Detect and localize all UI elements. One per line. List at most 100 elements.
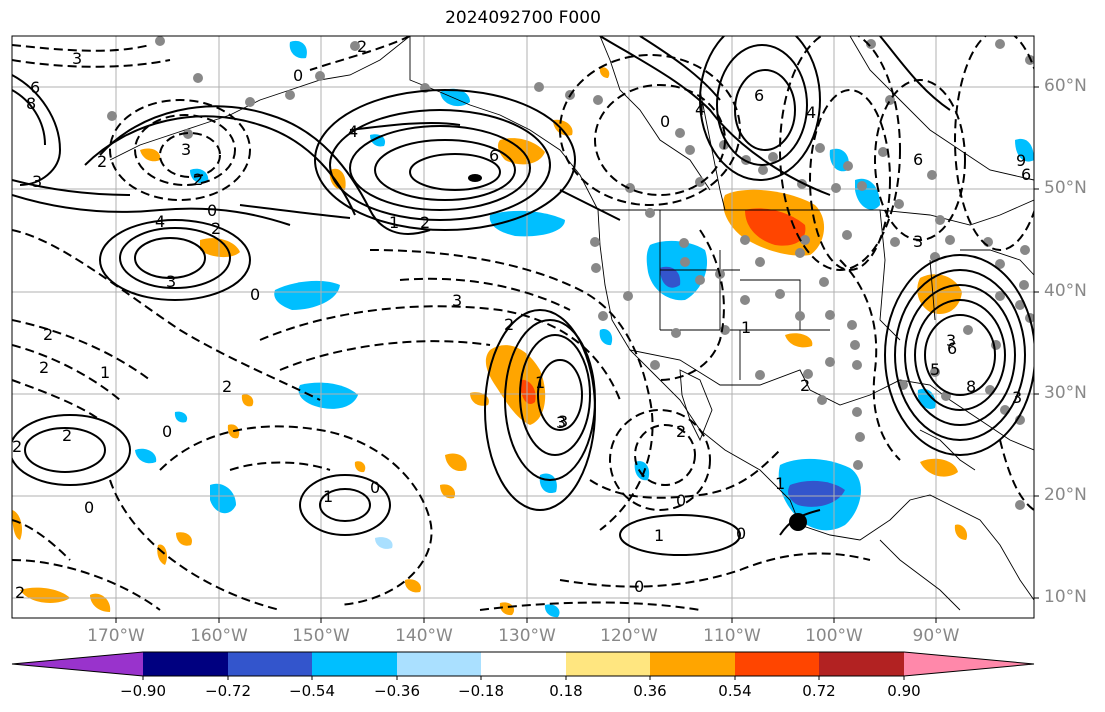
contour-label: 0 <box>660 112 670 131</box>
lat-label: 40°N <box>1044 281 1087 301</box>
contour-label: 3 <box>32 172 42 191</box>
contour-label: 1 <box>323 487 333 506</box>
lon-label: 160°W <box>190 626 248 646</box>
contour-label: 2 <box>97 152 107 171</box>
colorbar-tick-label: −0.54 <box>289 682 335 700</box>
colorbar-ticks <box>142 676 905 680</box>
colorbar-swatch <box>397 652 481 676</box>
shade-patch <box>785 333 813 348</box>
colorbar-tick-label: −0.36 <box>374 682 420 700</box>
contour-label: 1 <box>389 213 399 232</box>
shading-layer <box>12 40 1034 618</box>
colorbar-swatch <box>735 652 819 676</box>
shade-patch <box>90 593 111 612</box>
contour-label: 0 <box>207 201 217 220</box>
contour-label: 2 <box>676 422 686 441</box>
colorbar-tick-label: 0.72 <box>802 682 836 700</box>
colorbar-tick-label: 0.54 <box>718 682 752 700</box>
colorbar-swatch <box>650 652 735 676</box>
shade-patch <box>634 461 650 481</box>
shade-patch <box>599 329 613 346</box>
shade-patch <box>354 461 366 473</box>
lat-label: 50°N <box>1044 178 1087 198</box>
shade-patch <box>274 280 340 310</box>
shade-patch <box>289 40 307 59</box>
contour-label: 3 <box>558 412 568 431</box>
solid-contours <box>12 36 1034 556</box>
contour-label: 2 <box>15 583 25 602</box>
contour-label: 6 <box>1021 165 1031 184</box>
contour-label: 2 <box>43 325 53 344</box>
colorbar-tick-label: 0.18 <box>549 682 583 700</box>
shade-patch <box>329 168 346 191</box>
contour-label: 3 <box>166 272 176 291</box>
shade-patch <box>1015 138 1034 162</box>
shade-patch <box>176 532 192 546</box>
contour-label: 2 <box>193 170 203 189</box>
contour-label: 0 <box>736 524 746 543</box>
shade-patch <box>140 148 161 162</box>
contour-label: 5 <box>930 360 940 379</box>
lon-label: 140°W <box>395 626 453 646</box>
contour-label: 2 <box>39 358 49 377</box>
shade-patch <box>954 524 968 540</box>
contour-label: 4 <box>695 100 705 119</box>
shade-patch <box>539 473 557 494</box>
shade-patch <box>375 537 393 549</box>
shade-patch <box>20 587 70 603</box>
contour-label: 2 <box>504 315 514 334</box>
lon-label: 120°W <box>600 626 658 646</box>
contour-label: 2 <box>211 219 221 238</box>
shade-patch <box>599 67 610 78</box>
contour-label: 4 <box>806 103 816 122</box>
contour-label: 3 <box>556 413 566 432</box>
colorbar-tick-label: −0.72 <box>205 682 251 700</box>
contour-label: 0 <box>370 478 380 497</box>
contour-label: 1 <box>100 363 110 382</box>
shade-patch <box>445 453 467 472</box>
contour-label: 2 <box>800 376 810 395</box>
shade-patch <box>210 483 236 514</box>
contour-label: 2 <box>62 426 72 445</box>
grid-lines <box>12 36 1034 618</box>
colorbar-swatch <box>12 652 143 676</box>
contour-label: 4 <box>348 122 358 141</box>
lat-label: 60°N <box>1044 76 1087 96</box>
shade-patch <box>553 119 573 136</box>
shade-patch <box>745 208 806 246</box>
lon-label: 170°W <box>87 626 145 646</box>
station-dots <box>107 36 1034 510</box>
shade-patch <box>370 134 386 147</box>
colorbar-tick-label: 0.90 <box>887 682 921 700</box>
colorbar-swatch <box>904 652 1034 676</box>
contour-label: 0 <box>634 577 644 596</box>
lon-label: 90°W <box>912 626 960 646</box>
contour-label: 2 <box>357 37 367 56</box>
shade-patch <box>404 579 421 593</box>
lat-label: 20°N <box>1044 485 1087 505</box>
shade-patch <box>788 480 845 507</box>
shade-patch <box>920 458 958 477</box>
contour-label: 3 <box>452 291 462 310</box>
contour-label: 6 <box>754 86 764 105</box>
shade-patch <box>646 240 708 301</box>
lat-label: 30°N <box>1044 383 1087 403</box>
colorbar-swatch <box>143 652 228 676</box>
contour-label: 4 <box>155 212 165 231</box>
contour-label: 8 <box>26 94 36 113</box>
lon-label: 110°W <box>703 626 761 646</box>
shade-patch <box>660 266 681 288</box>
contour-label: 6 <box>913 150 923 169</box>
lon-label: 130°W <box>498 626 556 646</box>
shade-patch <box>520 379 536 404</box>
dashed-contours <box>12 36 1034 611</box>
contour-label: 1 <box>775 474 785 493</box>
shade-patch <box>499 602 515 616</box>
colorbar-swatch <box>819 652 904 676</box>
contour-label: 9 <box>1016 151 1026 170</box>
contour-label: 1 <box>654 526 664 545</box>
shade-patch <box>917 274 962 314</box>
contour-label: 3 <box>72 49 82 68</box>
shade-patch <box>544 604 560 618</box>
